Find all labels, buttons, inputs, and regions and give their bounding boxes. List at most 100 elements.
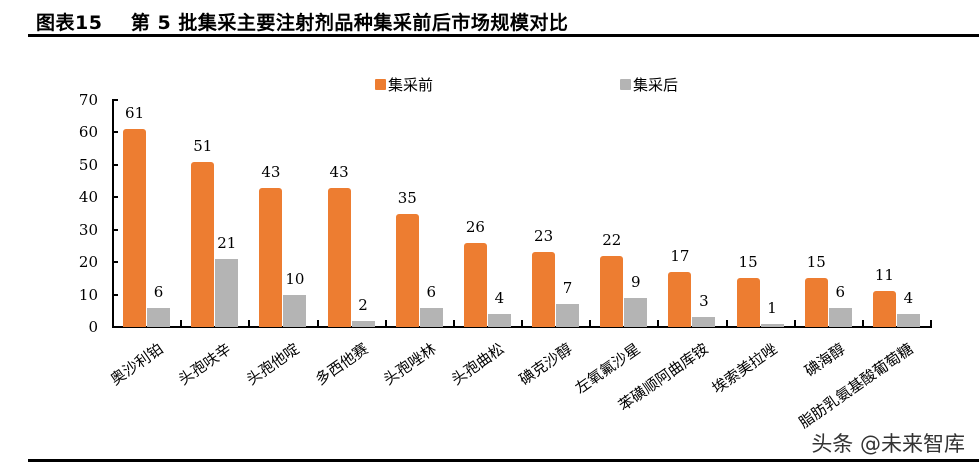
bar-after [419, 307, 443, 327]
x-category-label: 脂肪乳氨基酸葡萄糖 [795, 339, 917, 432]
bar-after [556, 304, 580, 327]
bar-after [351, 320, 375, 327]
figure-title-text: 第 5 批集采主要注射剂品种集采前后市场规模对比 [130, 12, 569, 34]
watermark: 头条 @未来智库 [811, 432, 965, 456]
y-tick [112, 261, 118, 264]
legend-swatch-orange [375, 78, 386, 90]
y-tick [112, 293, 118, 296]
value-label-before: 26 [465, 217, 485, 236]
bar-after [692, 317, 716, 327]
bar-before [736, 278, 760, 327]
x-tick [452, 320, 455, 327]
x-category-label: 头孢他啶 [243, 339, 303, 389]
value-label-after: 6 [835, 282, 846, 301]
bar-before [191, 161, 215, 327]
bar-after [147, 307, 171, 327]
bar-after [828, 307, 852, 327]
x-category-label: 碘海醇 [801, 339, 849, 381]
figure-number: 图表15 [36, 12, 103, 34]
value-label-before: 17 [670, 246, 690, 265]
bar-before [600, 255, 624, 327]
value-label-after: 7 [562, 279, 573, 298]
y-tick [112, 131, 118, 134]
value-label-before: 15 [738, 253, 758, 272]
x-axis [112, 326, 932, 328]
x-category-label: 头孢曲松 [447, 339, 508, 389]
x-tick [180, 320, 183, 327]
x-category-label: 碘克沙醇 [516, 339, 576, 389]
value-label-after: 1 [767, 298, 777, 317]
value-label-before: 22 [602, 230, 622, 249]
bar-after [896, 314, 920, 327]
x-tick [930, 320, 932, 327]
value-label-after: 6 [426, 282, 437, 301]
value-label-before: 43 [329, 162, 349, 181]
y-axis [112, 100, 114, 328]
y-tick-label: 20 [78, 253, 98, 272]
x-tick [793, 320, 796, 327]
x-tick [861, 320, 864, 327]
legend-label-before: 集采前 [388, 75, 434, 94]
x-tick [725, 320, 728, 327]
value-label-before: 15 [806, 253, 826, 272]
x-tick [248, 320, 251, 327]
value-label-after: 21 [217, 233, 237, 252]
value-label-before: 11 [874, 266, 894, 285]
value-label-before: 23 [534, 227, 554, 246]
value-label-after: 6 [153, 282, 164, 301]
value-label-after: 4 [903, 289, 914, 308]
bar-after [760, 323, 784, 327]
value-label-before: 35 [397, 188, 417, 207]
legend-swatch-gray [620, 78, 631, 90]
value-label-after: 2 [358, 295, 368, 314]
value-label-after: 4 [494, 289, 505, 308]
y-tick-label: 0 [88, 318, 98, 336]
bar-before [327, 187, 351, 327]
x-tick [316, 320, 319, 327]
y-tick-label: 30 [78, 220, 98, 239]
x-tick [521, 320, 523, 327]
value-label-after: 10 [285, 269, 305, 288]
value-label-after: 9 [630, 272, 641, 291]
value-label-before: 43 [261, 162, 281, 181]
bar-after [624, 297, 648, 327]
x-category-label: 埃索美拉唑 [708, 339, 781, 398]
footer-divider [28, 459, 979, 462]
figure-title: 图表15 第 5 批集采主要注射剂品种集采前后市场规模对比 [36, 8, 568, 35]
x-category-label: 头孢唑林 [379, 339, 440, 389]
bar-before [804, 278, 828, 327]
y-tick-label: 60 [78, 123, 98, 142]
legend-label-after: 集采后 [633, 75, 679, 94]
bar-after [283, 294, 307, 327]
figure-title-bar: 图表15 第 5 批集采主要注射剂品种集采前后市场规模对比 [28, 4, 979, 37]
y-tick [112, 196, 118, 199]
value-label-after: 3 [699, 292, 709, 311]
bar-before [532, 252, 556, 327]
y-tick [112, 326, 118, 328]
x-tick [589, 320, 592, 327]
y-tick-label: 50 [78, 155, 98, 174]
x-tick [384, 320, 387, 327]
bar-after [487, 314, 511, 327]
x-tick [657, 320, 660, 327]
x-category-label: 多西他赛 [311, 339, 372, 389]
bar-after [215, 258, 239, 327]
legend-item-after: 集采后 [620, 74, 678, 94]
y-tick [112, 163, 118, 166]
x-category-label: 头孢呋辛 [175, 339, 235, 389]
bar-before [872, 291, 896, 327]
bar-before [123, 129, 147, 327]
bar-before [395, 213, 419, 327]
legend-item-before: 集采前 [375, 74, 433, 94]
bar-before [259, 187, 283, 327]
bar-before [668, 271, 692, 327]
y-tick [112, 99, 118, 101]
bar-before [463, 242, 487, 327]
y-tick-label: 10 [78, 285, 98, 304]
x-category-label: 奥沙利铂 [107, 339, 167, 389]
value-label-before: 51 [193, 136, 213, 155]
y-tick-label: 40 [78, 188, 98, 207]
y-tick [112, 228, 118, 231]
value-label-before: 61 [125, 104, 145, 123]
